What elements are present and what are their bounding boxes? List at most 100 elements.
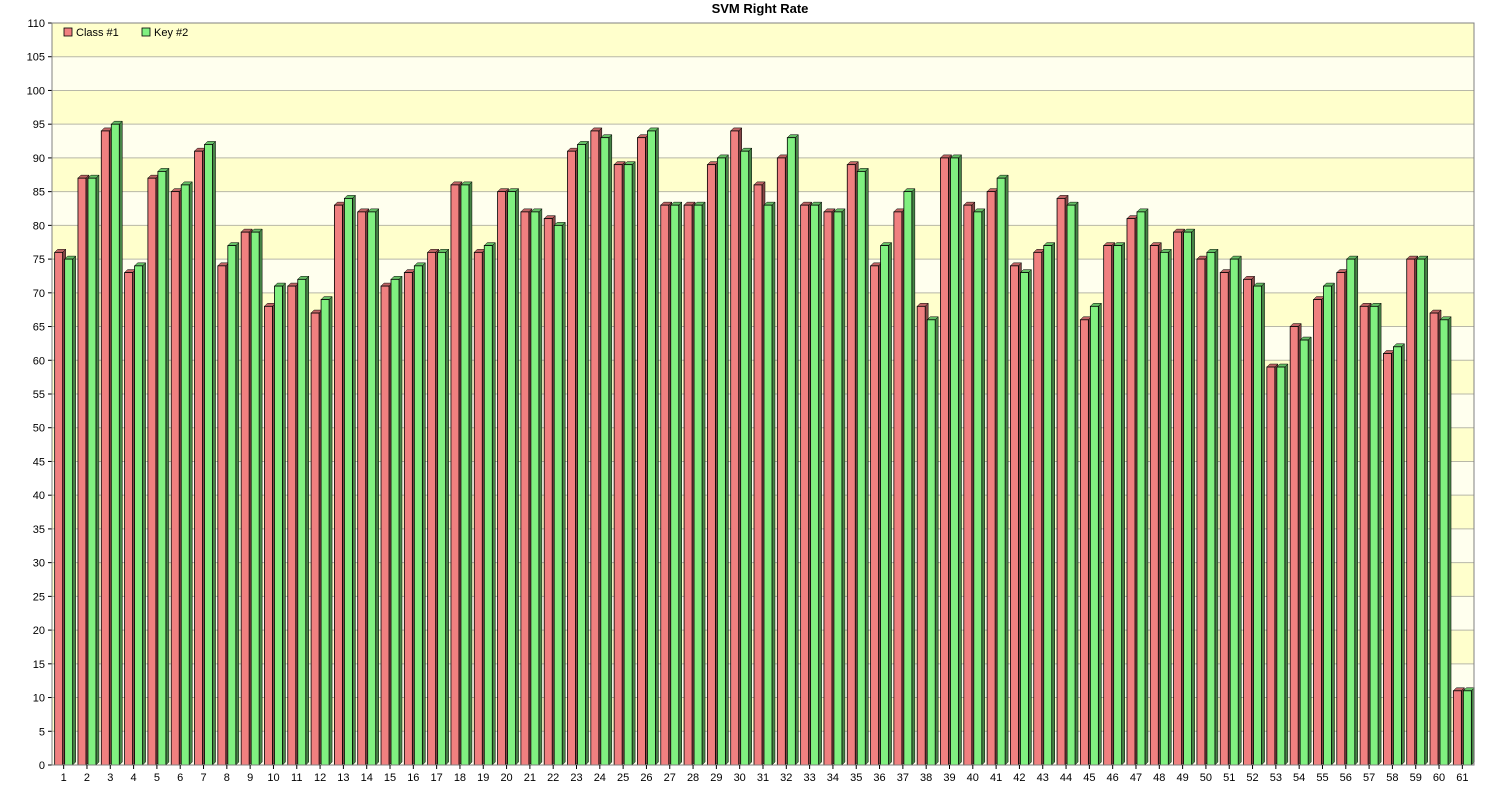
y-tick-label: 85 <box>33 187 45 199</box>
bar-class-1-24 <box>590 130 600 766</box>
bar-class-1-11 <box>287 285 297 766</box>
bar-class-1-25 <box>613 164 623 766</box>
x-tick-label: 46 <box>1107 772 1119 784</box>
plot-band <box>52 90 1474 125</box>
bar-side <box>771 201 776 766</box>
bar-class-1-3 <box>100 130 110 766</box>
x-tick-label: 51 <box>1223 772 1235 784</box>
bar-side <box>1261 282 1265 766</box>
x-tick-label: 23 <box>570 772 582 784</box>
bar-key-2-15 <box>390 278 400 766</box>
x-tick-label: 14 <box>361 772 373 784</box>
bar-key-2-14 <box>367 211 377 766</box>
bar-class-1-31 <box>753 184 763 766</box>
x-tick-label: 8 <box>224 772 230 784</box>
bar-side <box>1121 241 1125 766</box>
plot-band <box>52 23 1474 57</box>
bar-key-2-55 <box>1323 285 1332 766</box>
bar-key-2-7 <box>204 144 213 766</box>
bar-class-1-30 <box>730 130 740 766</box>
bar-side <box>795 134 799 766</box>
bar-side <box>515 188 519 766</box>
bar-class-1-27 <box>660 204 670 766</box>
x-tick-label: 13 <box>337 772 349 784</box>
bar-class-1-26 <box>637 137 646 766</box>
bar-class-1-42 <box>1010 265 1019 766</box>
bar-key-2-41 <box>996 177 1006 766</box>
x-tick-label: 5 <box>154 772 160 784</box>
x-tick-label: 3 <box>107 772 113 784</box>
x-tick-label: 17 <box>431 772 443 784</box>
bar-side <box>1424 255 1428 766</box>
bar-key-2-54 <box>1299 339 1309 766</box>
bar-side <box>678 201 683 766</box>
bar-class-1-51 <box>1219 272 1229 766</box>
y-tick-label: 25 <box>33 591 45 603</box>
bar-key-2-24 <box>600 137 610 766</box>
bar-key-2-8 <box>227 245 237 766</box>
y-tick-label: 45 <box>33 456 45 468</box>
bar-class-1-7 <box>194 150 203 766</box>
bar-key-2-16 <box>413 265 423 766</box>
x-tick-label: 7 <box>200 772 206 784</box>
bar-class-1-16 <box>403 272 413 766</box>
bar-key-2-49 <box>1183 231 1193 766</box>
bar-side <box>1307 336 1312 766</box>
bar-key-2-30 <box>740 150 750 766</box>
bar-class-1-47 <box>1126 218 1136 766</box>
bar-key-2-58 <box>1393 346 1402 766</box>
bar-class-1-37 <box>893 211 903 766</box>
bar-class-1-32 <box>776 157 786 766</box>
bar-side <box>235 241 240 766</box>
x-tick-label: 45 <box>1083 772 1095 784</box>
bar-key-2-12 <box>320 299 330 766</box>
y-tick-label: 65 <box>33 322 45 334</box>
bar-class-1-5 <box>147 177 157 766</box>
bar-class-1-48 <box>1149 245 1159 766</box>
bar-key-2-51 <box>1229 258 1239 766</box>
bar-side <box>561 221 566 766</box>
bar-key-2-32 <box>786 137 796 766</box>
x-tick-label: 59 <box>1410 772 1422 784</box>
bar-side <box>1004 174 1009 766</box>
bar-key-2-10 <box>274 285 283 766</box>
bar-side <box>958 154 962 766</box>
bar-key-2-34 <box>833 211 843 766</box>
y-tick-label: 35 <box>33 524 45 536</box>
x-tick-label: 1 <box>61 772 67 784</box>
bar-side <box>1401 343 1405 766</box>
bar-side <box>352 194 356 766</box>
bar-class-1-54 <box>1289 326 1299 766</box>
bar-side <box>119 120 123 766</box>
bar-side <box>282 282 286 766</box>
bar-side <box>841 208 846 766</box>
bar-key-2-37 <box>903 191 913 766</box>
x-tick-label: 58 <box>1386 772 1398 784</box>
bar-side <box>1331 282 1335 766</box>
bar-side <box>818 201 822 766</box>
bar-class-1-13 <box>333 204 343 766</box>
bar-key-2-44 <box>1066 204 1076 766</box>
bar-class-1-29 <box>706 164 716 766</box>
x-tick-label: 34 <box>827 772 839 784</box>
x-tick-label: 27 <box>664 772 676 784</box>
bar-class-1-34 <box>823 211 833 766</box>
bar-class-1-55 <box>1313 299 1322 766</box>
x-tick-label: 15 <box>384 772 396 784</box>
x-tick-label: 42 <box>1013 772 1025 784</box>
x-tick-label: 24 <box>594 772 606 784</box>
bar-side <box>981 208 986 766</box>
x-tick-label: 18 <box>454 772 466 784</box>
bar-key-2-40 <box>973 211 983 766</box>
bar-key-2-4 <box>134 265 143 766</box>
bar-side <box>305 275 310 766</box>
bar-class-1-41 <box>986 191 996 766</box>
y-tick-label: 90 <box>33 153 45 165</box>
bar-key-2-20 <box>507 191 516 766</box>
x-tick-label: 55 <box>1316 772 1328 784</box>
bar-key-2-48 <box>1159 251 1169 766</box>
bar-class-1-20 <box>497 191 506 766</box>
y-tick-label: 50 <box>33 423 45 435</box>
bar-key-2-47 <box>1136 211 1146 766</box>
